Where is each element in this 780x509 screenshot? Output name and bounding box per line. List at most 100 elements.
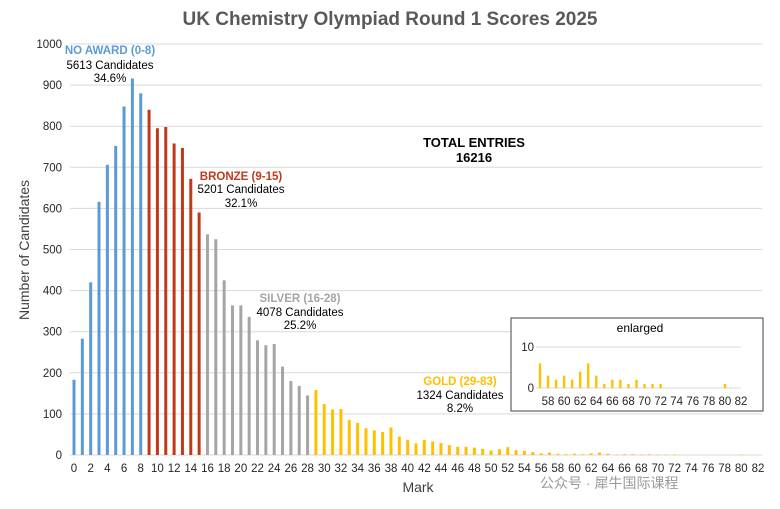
watermark: 公众号 · 犀牛国际课程 xyxy=(540,475,678,491)
band-name-bronze: BRONZE (9-15) xyxy=(200,171,283,183)
bar xyxy=(189,178,193,456)
bar xyxy=(631,454,635,455)
inset-bar xyxy=(611,379,614,388)
y-tick-label: 1000 xyxy=(36,39,62,51)
bar xyxy=(89,282,93,455)
bar xyxy=(531,452,535,455)
y-tick-label: 600 xyxy=(43,203,62,215)
bar xyxy=(656,454,660,456)
y-tick-labels: 0 100 200 300 400 500 600 700 800 900 1000 xyxy=(36,39,62,462)
bar xyxy=(264,345,268,455)
x-tick-labels: 0 2 4 6 8 10 12 14 16 18 20 22 24 26 28 30 32 34 36 38 40 42 4… xyxy=(71,463,765,475)
y-tick-label: 700 xyxy=(43,162,62,174)
bar xyxy=(589,453,593,455)
x-tick-label: 8 xyxy=(138,463,144,475)
bar xyxy=(547,452,551,455)
x-tick-label: 2 xyxy=(87,463,93,475)
y-tick-label: 100 xyxy=(43,409,62,421)
bar xyxy=(356,422,360,455)
bar xyxy=(122,106,126,456)
x-tick-label: 44 xyxy=(435,463,448,475)
x-tick-label: 16 xyxy=(201,463,214,475)
x-tick-label: 30 xyxy=(318,463,331,475)
band-percent-gold: 8.2% xyxy=(447,403,473,415)
bar xyxy=(347,420,351,455)
x-tick-label: 18 xyxy=(218,463,231,475)
bar xyxy=(214,239,218,455)
bar xyxy=(664,454,668,456)
inset-bar xyxy=(635,379,638,388)
x-axis-title: Mark xyxy=(402,479,434,495)
bar xyxy=(447,445,451,455)
y-tick-label: 400 xyxy=(43,286,62,298)
x-tick-label: 34 xyxy=(351,463,364,475)
bar xyxy=(514,450,518,455)
bar xyxy=(397,436,401,455)
x-tick-label: 20 xyxy=(234,463,247,475)
bar xyxy=(456,446,460,455)
inset-bar xyxy=(643,383,646,388)
bar xyxy=(164,127,168,455)
bar xyxy=(673,454,677,456)
inset-bar xyxy=(587,363,590,388)
bar xyxy=(222,280,226,455)
bar xyxy=(139,93,143,455)
inset-x-tick-label: 64 xyxy=(590,396,603,408)
inset-chart: enlarged 0 10 58 60 62 64 66 68 70 72 74 76 78 80 82 xyxy=(510,317,764,412)
inset-frame xyxy=(510,317,764,412)
x-tick-label: 74 xyxy=(685,463,698,475)
bar xyxy=(648,454,652,455)
chart-title: UK Chemistry Olympiad Round 1 Scores 202… xyxy=(183,9,598,30)
y-tick-label: 0 xyxy=(56,450,62,462)
bar xyxy=(289,381,293,455)
inset-x-tick-label: 78 xyxy=(702,396,715,408)
band-percent-bronze: 32.1% xyxy=(225,198,258,210)
bar xyxy=(297,385,301,455)
band-name-no-award: NO AWARD (0-8) xyxy=(65,45,155,57)
bar xyxy=(114,145,118,456)
x-tick-label: 24 xyxy=(268,463,281,475)
x-tick-label: 4 xyxy=(104,463,111,475)
x-tick-label: 32 xyxy=(335,463,348,475)
bar xyxy=(506,447,510,455)
bar xyxy=(130,78,134,456)
y-tick-label: 900 xyxy=(43,80,62,92)
bar xyxy=(572,453,576,455)
inset-bar xyxy=(627,383,630,388)
inset-x-tick-label: 74 xyxy=(670,396,683,408)
bar xyxy=(205,234,209,455)
x-tick-label: 38 xyxy=(385,463,398,475)
bar xyxy=(272,344,276,455)
x-tick-label: 62 xyxy=(585,463,598,475)
bar xyxy=(331,409,335,455)
inset-x-tick-label: 76 xyxy=(686,396,699,408)
x-tick-label: 82 xyxy=(752,463,765,475)
bar xyxy=(364,428,368,455)
annotation-gold: GOLD (29-83) 1324 Candidates 8.2% xyxy=(417,376,504,415)
band-percent-no-award: 34.6% xyxy=(94,73,127,85)
bar xyxy=(389,427,393,455)
bars xyxy=(72,78,743,456)
bar xyxy=(422,439,426,455)
inset-bar xyxy=(723,383,727,388)
bar xyxy=(481,448,485,455)
bar xyxy=(80,338,84,455)
x-tick-label: 12 xyxy=(168,463,181,475)
x-tick-label: 54 xyxy=(518,463,531,475)
bar xyxy=(614,454,618,456)
inset-bar xyxy=(538,363,542,388)
bar xyxy=(306,395,310,455)
bar xyxy=(439,443,443,455)
x-tick-label: 66 xyxy=(618,463,631,475)
bar xyxy=(197,212,201,455)
inset-bar xyxy=(603,383,606,388)
bar xyxy=(406,439,410,455)
bar xyxy=(381,431,385,455)
inset-x-tick-label: 82 xyxy=(735,396,748,408)
annotation-bronze: BRONZE (9-15) 5201 Candidates 32.1% xyxy=(198,171,285,210)
bar xyxy=(230,305,234,455)
x-tick-label: 76 xyxy=(702,463,715,475)
bar xyxy=(281,366,285,455)
x-tick-label: 68 xyxy=(635,463,648,475)
y-axis-title: Number of Candidates xyxy=(16,180,32,320)
